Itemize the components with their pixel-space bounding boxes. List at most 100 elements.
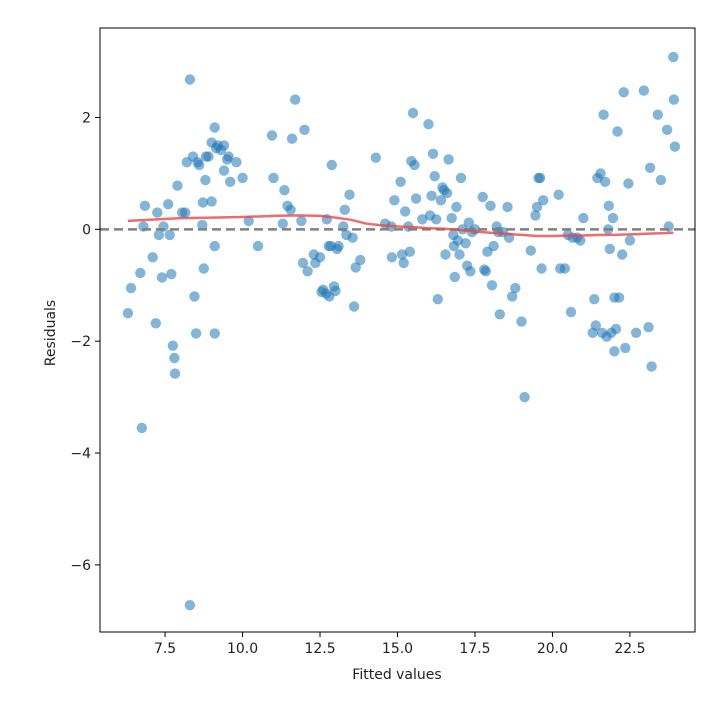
residual-point xyxy=(339,204,350,215)
residual-point xyxy=(209,328,220,339)
x-tick-label: 7.5 xyxy=(154,641,176,657)
residual-point xyxy=(396,249,408,260)
residual-point xyxy=(624,235,636,246)
residual-point xyxy=(661,124,673,135)
residual-point xyxy=(386,252,398,263)
residual-point xyxy=(613,292,625,303)
residual-point xyxy=(200,174,211,186)
residual-point xyxy=(655,174,667,186)
residual-point xyxy=(326,159,337,171)
y-axis-label: Residuals xyxy=(43,300,59,366)
residual-point xyxy=(494,309,505,320)
residual-point xyxy=(333,240,344,252)
residual-point xyxy=(147,252,158,263)
residual-point xyxy=(409,159,420,171)
residual-point xyxy=(197,197,209,208)
residual-point xyxy=(502,201,513,213)
residual-point xyxy=(519,391,530,403)
residual-point xyxy=(553,189,564,200)
residual-point xyxy=(190,328,202,339)
residual-point xyxy=(510,282,521,294)
residual-point xyxy=(407,107,419,119)
residual-point xyxy=(516,316,527,327)
residual-point xyxy=(623,178,634,189)
y-tick-label: −2 xyxy=(70,334,91,350)
residual-point xyxy=(404,246,416,257)
residual-point xyxy=(427,148,439,159)
residual-point xyxy=(125,282,137,294)
residual-point xyxy=(604,243,615,255)
x-tick-label: 20.0 xyxy=(537,641,568,657)
residual-point xyxy=(184,74,196,85)
residual-point xyxy=(285,204,296,215)
residual-point xyxy=(279,185,290,196)
residual-point xyxy=(355,254,366,266)
residual-point xyxy=(486,280,498,291)
residual-point xyxy=(620,342,631,354)
residual-point xyxy=(135,267,146,279)
residual-point xyxy=(209,240,220,252)
residual-point xyxy=(243,215,254,227)
lowess-trend-line xyxy=(127,214,674,238)
x-tick-label: 12.5 xyxy=(304,641,335,657)
residual-point xyxy=(525,245,536,256)
residual-point xyxy=(167,340,178,351)
residual-point xyxy=(163,199,174,210)
residual-point xyxy=(299,124,310,135)
residual-point xyxy=(465,266,476,277)
residual-point xyxy=(455,172,467,184)
residual-point xyxy=(534,172,546,184)
residual-point xyxy=(454,249,465,260)
residual-point xyxy=(565,306,577,318)
residual-point xyxy=(559,263,570,274)
residual-point xyxy=(452,235,464,246)
residual-point xyxy=(218,140,230,151)
residual-point xyxy=(194,159,205,171)
residual-point xyxy=(189,291,200,302)
residual-point xyxy=(603,200,614,211)
residual-point xyxy=(610,323,622,335)
residual-point xyxy=(417,214,428,225)
y-tick-label: −4 xyxy=(70,446,91,462)
residual-point xyxy=(296,215,307,227)
residual-point xyxy=(197,219,208,231)
residual-point xyxy=(206,196,217,207)
residual-point xyxy=(638,85,650,96)
residual-point xyxy=(198,263,209,274)
residual-point xyxy=(443,154,454,165)
residual-point xyxy=(595,168,606,179)
residual-point xyxy=(488,240,499,252)
residual-point xyxy=(389,195,400,206)
residual-point xyxy=(225,176,236,187)
y-tick-label: 0 xyxy=(82,222,91,238)
residual-point xyxy=(395,176,406,187)
residual-point xyxy=(398,257,409,269)
residual-point xyxy=(431,214,442,225)
residual-point xyxy=(599,176,611,187)
residual-point xyxy=(451,201,462,213)
axes: 7.5 10.0 12.5 15.0 17.5 20.0 22.5 −6 −4 −2 0 2 xyxy=(70,27,696,657)
residual-point xyxy=(435,195,447,206)
residual-point xyxy=(150,318,161,329)
x-tick-label: 15.0 xyxy=(382,641,413,657)
residual-point xyxy=(169,368,181,379)
residual-point xyxy=(477,191,488,203)
residual-point xyxy=(646,361,657,372)
residual-point xyxy=(530,210,541,221)
residual-point xyxy=(446,212,457,224)
residual-point xyxy=(370,152,381,163)
residual-point xyxy=(184,600,196,611)
residual-point xyxy=(314,252,326,263)
residual-point xyxy=(122,308,134,319)
residual-point xyxy=(231,157,242,168)
residual-point xyxy=(630,327,642,338)
residual-point xyxy=(460,238,471,249)
residual-point xyxy=(330,285,341,297)
residual-point xyxy=(609,346,620,357)
residual-point xyxy=(463,217,474,228)
residual-point xyxy=(136,422,147,434)
residual-point xyxy=(290,94,301,105)
residual-point xyxy=(669,141,681,152)
